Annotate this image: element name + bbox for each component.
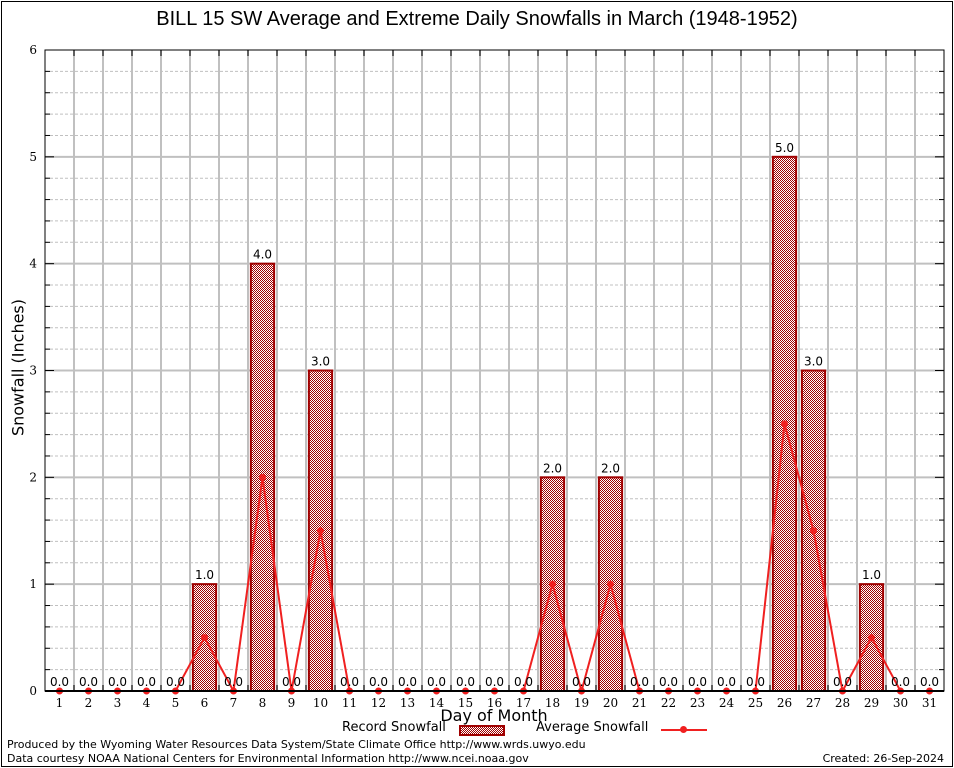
x-tick-label: 17 bbox=[516, 696, 531, 710]
x-tick-label: 6 bbox=[201, 696, 209, 710]
average-point bbox=[868, 634, 875, 642]
record-value-label: 3.0 bbox=[311, 355, 330, 369]
record-value-label: 0.0 bbox=[630, 675, 649, 689]
record-value-label: 1.0 bbox=[862, 568, 881, 582]
legend-average-marker bbox=[680, 726, 687, 733]
average-point bbox=[810, 527, 817, 535]
x-tick-label: 25 bbox=[748, 696, 763, 710]
average-point bbox=[201, 634, 208, 642]
y-tick-label: 4 bbox=[29, 257, 37, 271]
x-tick-label: 24 bbox=[719, 696, 735, 710]
record-value-label: 0.0 bbox=[746, 675, 765, 689]
record-value-label: 3.0 bbox=[804, 355, 823, 369]
average-point bbox=[549, 580, 556, 588]
x-tick-label: 22 bbox=[661, 696, 676, 710]
legend-average-label: Average Snowfall bbox=[536, 720, 649, 735]
record-value-label: 0.0 bbox=[456, 675, 475, 689]
x-tick-label: 18 bbox=[545, 696, 560, 710]
x-tick-label: 3 bbox=[114, 696, 122, 710]
y-tick-label: 5 bbox=[29, 150, 37, 164]
x-tick-label: 20 bbox=[603, 696, 618, 710]
record-value-label: 2.0 bbox=[601, 461, 620, 475]
y-tick-label: 2 bbox=[29, 470, 37, 484]
record-value-label: 0.0 bbox=[340, 675, 359, 689]
x-tick-label: 5 bbox=[172, 696, 180, 710]
x-tick-label: 2 bbox=[85, 696, 93, 710]
x-tick-label: 7 bbox=[230, 696, 238, 710]
record-value-label: 5.0 bbox=[775, 141, 794, 155]
x-tick-label: 21 bbox=[632, 696, 647, 710]
x-axis-label: Day of Month bbox=[440, 706, 548, 725]
axes bbox=[44, 49, 945, 692]
record-value-label: 0.0 bbox=[398, 675, 417, 689]
y-tick-label: 6 bbox=[29, 43, 37, 57]
record-value-label: 0.0 bbox=[427, 675, 446, 689]
record-value-label: 0.0 bbox=[572, 675, 591, 689]
x-tick-label: 9 bbox=[288, 696, 296, 710]
record-value-label: 1.0 bbox=[195, 568, 214, 582]
average-point bbox=[607, 580, 614, 588]
x-tick-label: 27 bbox=[806, 696, 821, 710]
record-value-label: 0.0 bbox=[891, 675, 910, 689]
x-tick-label: 19 bbox=[574, 696, 589, 710]
x-tick-label: 28 bbox=[835, 696, 850, 710]
y-tick-label: 3 bbox=[29, 364, 37, 378]
record-value-label: 0.0 bbox=[485, 675, 504, 689]
record-value-label: 0.0 bbox=[833, 675, 852, 689]
footer-data-courtesy: Data courtesy NOAA National Centers for … bbox=[7, 752, 529, 765]
data-labels: 0.0 0.0 0.0 0.0 0.0 1.0 0.0 4.0 0.0 3.0 0.0 0.0 0.0 0… bbox=[50, 141, 939, 689]
x-tick-label: 13 bbox=[400, 696, 415, 710]
x-tick-label: 31 bbox=[922, 696, 937, 710]
record-value-label: 0.0 bbox=[137, 675, 156, 689]
record-value-label: 0.0 bbox=[659, 675, 678, 689]
record-value-label: 0.0 bbox=[224, 675, 243, 689]
record-value-label: 0.0 bbox=[79, 675, 98, 689]
average-point bbox=[317, 527, 324, 535]
record-value-label: 0.0 bbox=[166, 675, 185, 689]
y-tick-label: 1 bbox=[29, 577, 37, 591]
record-value-label: 4.0 bbox=[253, 248, 272, 262]
x-tick-label: 4 bbox=[143, 696, 151, 710]
x-tick-label: 16 bbox=[487, 696, 502, 710]
record-value-label: 0.0 bbox=[717, 675, 736, 689]
y-tick-label: 0 bbox=[29, 684, 37, 698]
x-tick-label: 26 bbox=[777, 696, 792, 710]
x-tick-label: 15 bbox=[458, 696, 473, 710]
record-value-label: 0.0 bbox=[369, 675, 388, 689]
x-tick-label: 8 bbox=[259, 696, 267, 710]
record-value-label: 0.0 bbox=[50, 675, 69, 689]
x-tick-label: 1 bbox=[56, 696, 64, 710]
legend-record-label: Record Snowfall bbox=[342, 720, 446, 735]
average-point bbox=[781, 420, 788, 428]
average-point bbox=[259, 473, 266, 481]
record-value-label: 0.0 bbox=[514, 675, 533, 689]
x-tick-label: 10 bbox=[313, 696, 328, 710]
record-value-label: 0.0 bbox=[282, 675, 301, 689]
legend-record-swatch bbox=[459, 725, 505, 736]
y-axis-label: Snowfall (Inches) bbox=[8, 298, 28, 437]
record-value-label: 2.0 bbox=[543, 461, 562, 475]
x-tick-label: 29 bbox=[864, 696, 879, 710]
x-tick-label: 30 bbox=[893, 696, 908, 710]
chart-title: BILL 15 SW Average and Extreme Daily Sno… bbox=[156, 8, 798, 30]
x-tick-label: 23 bbox=[690, 696, 705, 710]
footer-produced-by: Produced by the Wyoming Water Resources … bbox=[7, 738, 586, 751]
x-tick-label: 14 bbox=[429, 696, 445, 710]
footer-created: Created: 26-Sep-2024 bbox=[822, 752, 944, 765]
record-value-label: 0.0 bbox=[108, 675, 127, 689]
x-tick-label: 12 bbox=[371, 696, 386, 710]
x-tick-label: 11 bbox=[342, 696, 357, 710]
record-value-label: 0.0 bbox=[688, 675, 707, 689]
record-value-label: 0.0 bbox=[920, 675, 939, 689]
